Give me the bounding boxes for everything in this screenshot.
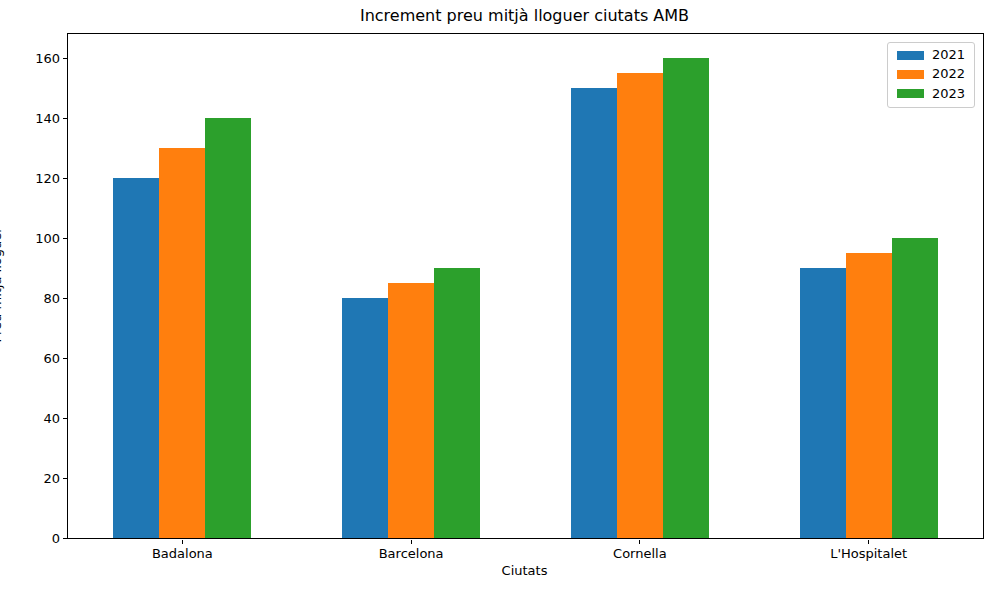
legend-entry-2022: 2022 (897, 67, 965, 81)
y-tick-label: 20 (43, 471, 60, 486)
legend-entry-2021: 2021 (897, 48, 965, 62)
legend-label: 2023 (932, 87, 965, 101)
bar-2021-l-hospitalet (800, 268, 846, 538)
y-tick-mark (63, 58, 67, 59)
x-tick-label: Badalona (152, 546, 213, 561)
y-tick-label: 100 (35, 231, 60, 246)
y-tick-mark (63, 298, 67, 299)
bar-2023-cornella (663, 58, 709, 538)
legend-swatch-icon (897, 89, 924, 98)
y-tick-label: 80 (43, 291, 60, 306)
y-tick-label: 40 (43, 411, 60, 426)
legend-swatch-icon (897, 70, 924, 79)
bar-2021-barcelona (342, 298, 388, 538)
y-tick-mark (63, 418, 67, 419)
y-tick-mark (63, 238, 67, 239)
bar-2022-badalona (159, 148, 205, 538)
legend-label: 2021 (932, 48, 965, 62)
y-tick-mark (63, 358, 67, 359)
x-tick-mark (411, 540, 412, 544)
y-tick-label: 0 (52, 531, 60, 546)
x-tick-mark (182, 540, 183, 544)
y-tick-mark (63, 118, 67, 119)
y-tick-mark (63, 178, 67, 179)
plot-area: 202120222023 020406080100120140160Badalo… (67, 33, 984, 539)
y-axis-label: Preu mitjà lloguer (0, 227, 4, 342)
x-tick-label: Cornella (613, 546, 667, 561)
bar-2022-barcelona (388, 283, 434, 538)
legend: 2021 2022 2023 (887, 42, 975, 108)
legend-label: 2022 (932, 67, 965, 81)
bar-2023-barcelona (434, 268, 480, 538)
legend-swatch-icon (897, 51, 924, 60)
y-tick-label: 140 (35, 111, 60, 126)
bar-2022-cornella (617, 73, 663, 538)
y-tick-mark (63, 478, 67, 479)
bar-2021-badalona (113, 178, 159, 538)
y-tick-mark (63, 538, 67, 539)
x-tick-mark (868, 540, 869, 544)
bar-2022-l-hospitalet (846, 253, 892, 538)
x-tick-label: Barcelona (379, 546, 444, 561)
y-tick-label: 160 (35, 51, 60, 66)
y-tick-label: 60 (43, 351, 60, 366)
x-tick-label: L'Hospitalet (830, 546, 907, 561)
bar-2023-l-hospitalet (892, 238, 938, 538)
chart-title: Increment preu mitjà lloguer ciutats AMB (67, 6, 982, 25)
x-axis-label: Ciutats (67, 563, 982, 578)
bar-chart-figure: Increment preu mitjà lloguer ciutats AMB… (0, 0, 989, 590)
bar-2023-badalona (205, 118, 251, 538)
legend-entry-2023: 2023 (897, 87, 965, 101)
x-tick-mark (639, 540, 640, 544)
y-tick-label: 120 (35, 171, 60, 186)
bar-2021-cornella (571, 88, 617, 538)
